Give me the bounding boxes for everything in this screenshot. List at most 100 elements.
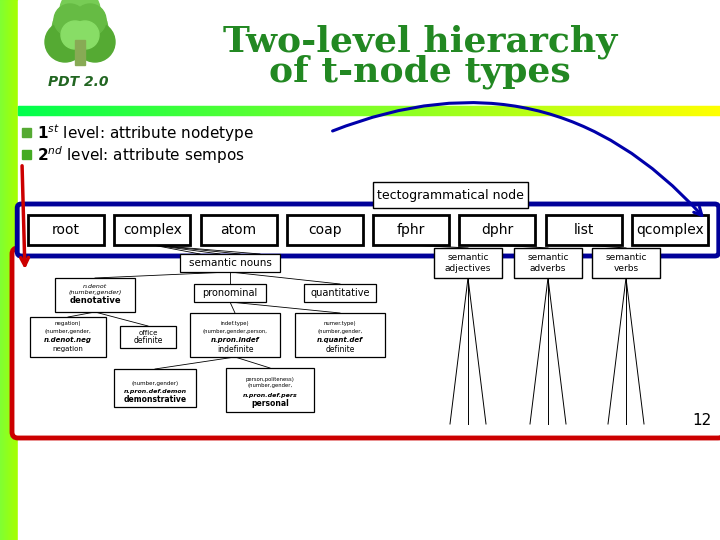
Bar	[180, 254, 280, 272]
Bar	[25, 106, 26, 115]
Text: semantic
adjectives: semantic adjectives	[445, 253, 491, 273]
Bar	[316, 106, 317, 115]
Bar	[544, 106, 545, 115]
Bar	[361, 106, 362, 115]
Bar	[349, 106, 350, 115]
Bar	[670, 106, 671, 115]
Bar	[558, 106, 559, 115]
Bar	[378, 106, 379, 115]
Bar	[501, 106, 502, 115]
Bar	[614, 106, 615, 115]
Bar	[238, 106, 239, 115]
Bar	[420, 106, 421, 115]
Bar	[541, 106, 542, 115]
Bar	[629, 106, 630, 115]
Bar	[54, 106, 55, 115]
Bar	[36, 106, 37, 115]
Bar	[592, 248, 660, 278]
Text: PDT 2.0: PDT 2.0	[48, 75, 108, 89]
Bar	[673, 106, 674, 115]
Bar	[360, 106, 361, 115]
Bar	[30, 317, 106, 357]
Bar	[499, 106, 500, 115]
Bar	[263, 106, 264, 115]
Bar	[124, 106, 125, 115]
Bar	[140, 106, 141, 115]
Bar	[60, 106, 61, 115]
Bar	[241, 106, 242, 115]
Bar	[377, 106, 378, 115]
Bar	[272, 106, 273, 115]
Bar	[93, 106, 94, 115]
Bar	[525, 106, 526, 115]
Bar	[494, 106, 495, 115]
Bar	[55, 106, 56, 115]
Bar	[0, 0, 18, 540]
Bar	[294, 106, 295, 115]
Bar	[415, 106, 416, 115]
Bar	[719, 106, 720, 115]
Bar	[20, 106, 21, 115]
Bar	[606, 106, 607, 115]
Bar	[254, 106, 255, 115]
Bar	[394, 106, 395, 115]
Bar	[646, 106, 647, 115]
Bar	[69, 106, 70, 115]
Bar	[477, 106, 478, 115]
Bar	[309, 106, 310, 115]
Bar	[133, 106, 134, 115]
Bar	[553, 106, 554, 115]
Bar	[699, 106, 700, 115]
Bar	[542, 106, 543, 115]
Bar	[221, 106, 222, 115]
Circle shape	[61, 21, 89, 49]
Bar	[148, 106, 149, 115]
Bar	[556, 106, 557, 115]
Bar	[534, 106, 535, 115]
Bar	[607, 106, 608, 115]
Bar	[222, 106, 223, 115]
Bar	[675, 106, 676, 115]
Bar	[223, 106, 224, 115]
Bar	[212, 106, 213, 115]
Bar	[319, 106, 320, 115]
Bar	[62, 106, 63, 115]
Bar	[446, 106, 447, 115]
Bar	[4, 0, 5, 540]
Bar	[63, 106, 64, 115]
Bar	[35, 106, 36, 115]
Bar	[39, 106, 40, 115]
Bar	[666, 106, 667, 115]
Bar	[549, 106, 550, 115]
Bar	[210, 106, 211, 115]
Bar	[530, 106, 531, 115]
FancyBboxPatch shape	[12, 248, 720, 438]
Bar	[466, 106, 467, 115]
Bar	[27, 106, 28, 115]
Bar	[300, 106, 301, 115]
Bar	[74, 106, 75, 115]
Bar	[338, 106, 339, 115]
Bar	[61, 106, 62, 115]
Bar	[479, 106, 480, 115]
Bar	[411, 106, 412, 115]
Bar	[264, 106, 265, 115]
Bar	[404, 106, 405, 115]
Bar	[391, 106, 392, 115]
Bar	[156, 106, 157, 115]
Bar	[295, 106, 296, 115]
Bar	[170, 106, 171, 115]
Bar	[104, 106, 105, 115]
Text: tectogrammatical node: tectogrammatical node	[377, 188, 523, 201]
Bar	[205, 106, 206, 115]
Bar	[642, 106, 643, 115]
Bar	[0, 0, 4, 540]
Bar	[247, 106, 248, 115]
Bar	[603, 106, 604, 115]
Bar	[278, 106, 279, 115]
Bar	[119, 106, 120, 115]
Bar	[695, 106, 696, 115]
Bar	[0, 0, 10, 540]
Bar	[67, 106, 68, 115]
Circle shape	[75, 22, 115, 62]
